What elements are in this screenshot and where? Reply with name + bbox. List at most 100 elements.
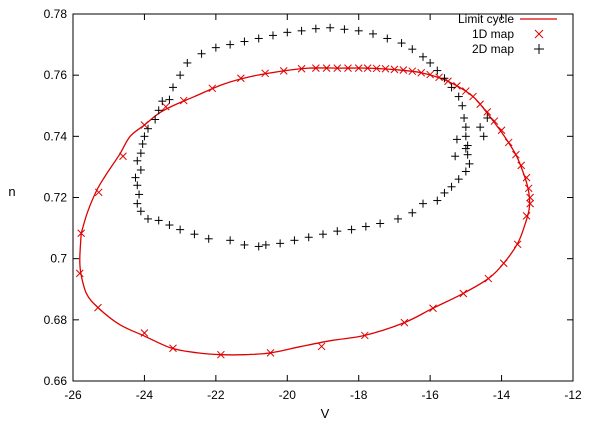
marker-2d-map (276, 239, 285, 248)
marker-2d-map (154, 216, 163, 225)
marker-2d-map (447, 83, 456, 92)
marker-1d-map (77, 229, 86, 238)
marker-2d-map (347, 225, 356, 234)
marker-2d-map (361, 222, 370, 231)
marker-1d-map (483, 108, 492, 116)
marker-2d-map (158, 97, 167, 106)
marker-2d-map (133, 181, 142, 190)
marker-2d-map (461, 132, 470, 141)
marker-1d-map (217, 350, 225, 359)
legend-swatch-1d-map (534, 29, 544, 39)
marker-2d-map (463, 150, 472, 159)
marker-2d-map (408, 208, 417, 217)
marker-2d-map (426, 58, 435, 67)
marker-2d-map (165, 95, 174, 104)
marker-2d-map (131, 173, 140, 182)
marker-1d-map (381, 64, 390, 73)
x-tick-label: -26 (64, 388, 82, 402)
marker-2d-map (326, 23, 335, 32)
marker-2d-map (176, 225, 185, 234)
marker-2d-map (454, 175, 463, 184)
marker-1d-map (119, 152, 127, 161)
marker-1d-map (354, 64, 363, 72)
marker-2d-map (138, 139, 147, 148)
marker-1d-map (512, 150, 520, 159)
marker-1d-map (399, 66, 408, 74)
marker-1d-map (469, 92, 477, 101)
marker-1d-map (169, 344, 177, 353)
marker-1d-map (317, 342, 326, 351)
marker-1d-map (94, 303, 102, 312)
y-tick-label: 0.74 (44, 129, 68, 143)
legend: Limit cycle 1D map 2D map (458, 12, 557, 56)
x-tick-label: -16 (421, 388, 439, 402)
y-axis-label: n (8, 184, 15, 199)
marker-1d-map (261, 69, 269, 78)
marker-2d-map (140, 132, 149, 141)
marker-2d-map (460, 113, 469, 122)
marker-2d-map (165, 221, 174, 230)
marker-2d-map (452, 135, 461, 144)
marker-2d-map (433, 196, 442, 205)
marker-2d-map (283, 28, 292, 37)
marker-1d-map (322, 64, 331, 72)
marker-1d-map (426, 70, 434, 79)
marker-2d-map (136, 149, 145, 158)
marker-2d-map (483, 113, 492, 122)
marker-2d-map (211, 43, 220, 52)
x-axis-ticks: -26 -24 -22 -20 -18 -16 -14 -12 (64, 14, 582, 402)
marker-1d-map (208, 84, 217, 93)
marker-1d-map (453, 82, 461, 90)
x-tick-label: -18 (350, 388, 368, 402)
marker-2d-map (197, 49, 206, 58)
marker-1d-map (237, 74, 245, 83)
series-layer (75, 23, 534, 359)
marker-2d-map (136, 207, 145, 216)
marker-2d-map (226, 236, 235, 245)
marker-1d-map (162, 102, 170, 111)
marker-2d-map (133, 156, 142, 165)
marker-2d-map (226, 40, 235, 49)
marker-2d-map (144, 214, 152, 223)
marker-2d-map (319, 230, 327, 239)
marker-2d-map (254, 242, 263, 251)
marker-2d-map (183, 58, 192, 67)
marker-1d-map (524, 184, 533, 193)
marker-2d-map (169, 83, 177, 92)
marker-2d-map (144, 124, 152, 133)
legend-swatch-2d-map (534, 44, 544, 54)
x-tick-label: -22 (207, 388, 225, 402)
marker-1d-map (497, 126, 506, 135)
marker-1d-map (372, 64, 381, 73)
x-tick-label: -20 (279, 388, 297, 402)
y-tick-label: 0.66 (44, 374, 68, 388)
marker-1d-map (360, 331, 369, 340)
marker-1d-map (363, 64, 372, 72)
marker-1d-map (490, 117, 499, 125)
marker-2d-map (376, 219, 385, 228)
marker-1d-map (504, 138, 513, 147)
y-tick-label: 0.76 (44, 68, 68, 82)
marker-1d-map (312, 64, 320, 72)
marker-2d-map (419, 199, 427, 208)
x-axis-label: V (321, 406, 330, 421)
marker-2d-map (311, 24, 320, 33)
marker-2d-map (297, 26, 306, 35)
marker-2d-map (394, 214, 402, 223)
marker-2d-map (458, 101, 467, 110)
x-tick-label: -24 (136, 388, 154, 402)
marker-2d-map (290, 236, 299, 245)
x-tick-label: -12 (564, 388, 582, 402)
marker-1d-map (435, 73, 443, 82)
marker-1d-map (179, 96, 188, 105)
marker-2d-map (461, 167, 470, 176)
y-tick-label: 0.78 (44, 7, 68, 21)
marker-1d-map (526, 193, 534, 202)
marker-1d-map (444, 77, 452, 86)
marker-2d-map (254, 34, 263, 43)
marker-2d-map (476, 123, 485, 132)
marker-2d-map (269, 31, 277, 40)
marker-2d-map (383, 34, 392, 43)
